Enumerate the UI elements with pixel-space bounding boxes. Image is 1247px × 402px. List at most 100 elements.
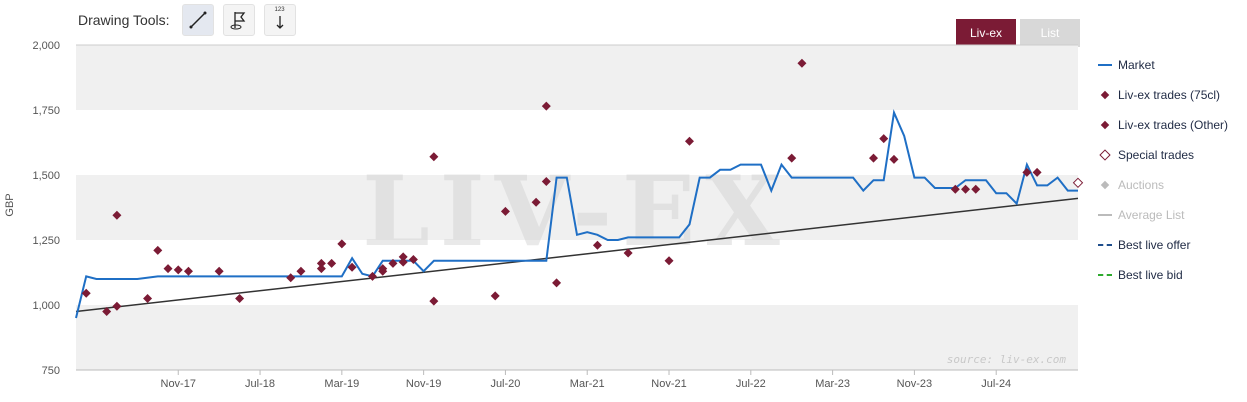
trade-point[interactable] bbox=[163, 264, 173, 274]
legend-symbol bbox=[1098, 210, 1112, 220]
drawing-toolbar: Drawing Tools: 123 bbox=[78, 4, 305, 36]
trade-point[interactable] bbox=[235, 294, 245, 303]
trade-point[interactable] bbox=[429, 152, 439, 162]
trade-point[interactable] bbox=[378, 264, 388, 274]
x-tick-label: Jul-22 bbox=[736, 378, 766, 390]
price-chart: LIV-EX 2,000 1,750 1,500 1,250 1,000 750 Nov-… bbox=[4, 40, 1084, 390]
trade-point[interactable] bbox=[961, 184, 971, 194]
legend-symbol bbox=[1098, 240, 1112, 250]
plot-band bbox=[76, 240, 1078, 305]
trade-point[interactable] bbox=[797, 58, 807, 68]
legend-label: Market bbox=[1118, 58, 1155, 72]
trend-line bbox=[75, 197, 1079, 313]
trade-point[interactable] bbox=[429, 296, 439, 306]
legend-item[interactable]: Auctions bbox=[1098, 170, 1228, 200]
trade-point[interactable] bbox=[869, 153, 879, 163]
measure-badge: 123 bbox=[274, 7, 285, 13]
trade-point[interactable] bbox=[531, 197, 541, 207]
legend-item[interactable]: Average List bbox=[1098, 200, 1228, 230]
x-tick-label: Nov-19 bbox=[406, 378, 441, 390]
x-tick-label: Nov-17 bbox=[161, 378, 196, 390]
trade-point[interactable] bbox=[173, 265, 183, 275]
trade-point[interactable] bbox=[500, 206, 510, 216]
x-tick-label: Jul-18 bbox=[245, 378, 275, 390]
trade-point[interactable] bbox=[214, 266, 224, 276]
trade-point[interactable] bbox=[879, 134, 889, 144]
measure-tool-button[interactable]: 123 bbox=[263, 4, 296, 36]
trade-point[interactable] bbox=[183, 266, 193, 276]
drawing-tools-label: Drawing Tools: bbox=[78, 12, 170, 28]
trade-point[interactable] bbox=[316, 258, 326, 268]
trade-point[interactable] bbox=[368, 271, 378, 281]
legend-label: Average List bbox=[1118, 208, 1185, 222]
legend-item[interactable]: Market bbox=[1098, 50, 1228, 80]
y-tick-label: 750 bbox=[42, 365, 60, 377]
list-view-toggle[interactable]: List bbox=[1020, 19, 1080, 47]
legend-label: Liv-ex trades (75cl) bbox=[1118, 88, 1221, 102]
special-trade-point[interactable] bbox=[1072, 177, 1084, 189]
trade-point[interactable] bbox=[664, 256, 674, 266]
trade-point[interactable] bbox=[337, 239, 347, 249]
legend-symbol bbox=[1098, 180, 1112, 190]
market-line bbox=[75, 109, 1078, 319]
trade-point[interactable] bbox=[490, 291, 500, 301]
plot-band bbox=[76, 305, 1078, 370]
trade-point[interactable] bbox=[684, 136, 694, 146]
trade-point[interactable] bbox=[296, 266, 306, 276]
watermark-logo: LIV-EX bbox=[362, 155, 789, 268]
trade-point[interactable] bbox=[112, 210, 122, 220]
trade-point[interactable] bbox=[143, 294, 153, 303]
line-tool-button[interactable] bbox=[181, 4, 214, 36]
trade-point[interactable] bbox=[787, 153, 797, 163]
x-tick-label: Mar-23 bbox=[815, 378, 850, 390]
trade-point[interactable] bbox=[398, 252, 408, 262]
legend-symbol bbox=[1098, 120, 1112, 130]
trade-point[interactable] bbox=[971, 184, 981, 194]
trade-point[interactable] bbox=[398, 257, 408, 267]
legend-symbol bbox=[1098, 149, 1112, 161]
x-tick-label: Mar-19 bbox=[324, 378, 359, 390]
trade-point[interactable] bbox=[541, 177, 551, 186]
trade-point[interactable] bbox=[552, 278, 562, 288]
trade-point[interactable] bbox=[102, 307, 112, 316]
trade-point[interactable] bbox=[623, 248, 633, 258]
y-tick-label: 1,750 bbox=[32, 105, 60, 117]
legend-symbol bbox=[1098, 270, 1112, 280]
legend-label: Liv-ex trades (Other) bbox=[1118, 118, 1229, 132]
trade-point[interactable] bbox=[541, 101, 551, 111]
trade-point[interactable] bbox=[316, 264, 326, 274]
livex-view-toggle[interactable]: Liv-ex bbox=[956, 19, 1016, 47]
chart-legend: Market Liv-ex trades (75cl) Liv-ex trades … bbox=[1098, 50, 1228, 290]
trade-point[interactable] bbox=[112, 301, 122, 311]
legend-label: Best live bid bbox=[1118, 268, 1183, 282]
trade-point[interactable] bbox=[889, 154, 899, 164]
legend-item[interactable]: Best live offer bbox=[1098, 230, 1228, 260]
trade-point[interactable] bbox=[81, 288, 91, 298]
x-tick-label: Jul-24 bbox=[981, 378, 1011, 390]
trade-point[interactable] bbox=[286, 273, 296, 283]
y-tick-label: 1,500 bbox=[32, 170, 60, 182]
trade-point[interactable] bbox=[408, 255, 418, 264]
trade-point[interactable] bbox=[1022, 167, 1032, 177]
trade-point[interactable] bbox=[388, 258, 398, 268]
x-tick-label: Jul-20 bbox=[490, 378, 520, 390]
trade-point[interactable] bbox=[347, 262, 357, 272]
legend-symbol bbox=[1098, 90, 1112, 100]
y-axis-label: GBP bbox=[4, 193, 16, 216]
watermark-source: source: liv-ex.com bbox=[947, 353, 1067, 366]
legend-item[interactable]: Special trades bbox=[1098, 140, 1228, 170]
trade-point[interactable] bbox=[327, 258, 337, 268]
trade-point[interactable] bbox=[153, 245, 163, 255]
trade-point[interactable] bbox=[950, 184, 960, 194]
annotation-tool-button[interactable] bbox=[222, 4, 255, 36]
legend-item[interactable]: Best live bid bbox=[1098, 260, 1228, 290]
legend-item[interactable]: Liv-ex trades (75cl) bbox=[1098, 80, 1228, 110]
trade-point[interactable] bbox=[592, 240, 602, 250]
trade-point[interactable] bbox=[1032, 167, 1042, 177]
flag-annotation-icon bbox=[230, 12, 245, 30]
legend-label: Special trades bbox=[1118, 148, 1195, 162]
legend-item[interactable]: Liv-ex trades (Other) bbox=[1098, 110, 1228, 140]
x-tick-label: Mar-21 bbox=[570, 378, 605, 390]
legend-symbol bbox=[1098, 60, 1112, 70]
legend-label: Best live offer bbox=[1118, 238, 1191, 252]
